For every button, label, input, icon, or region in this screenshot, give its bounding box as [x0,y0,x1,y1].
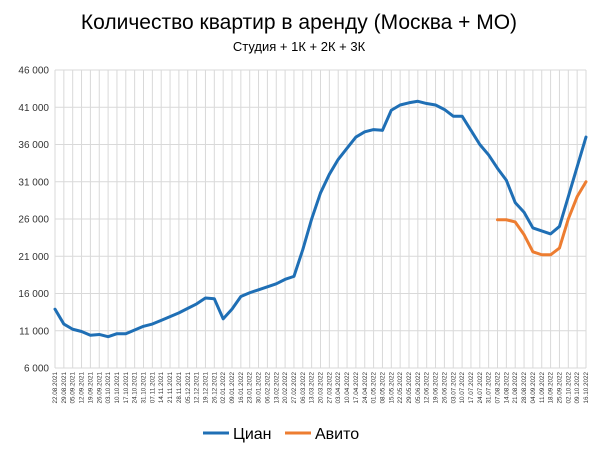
x-tick-label: 19.06.2022 [433,372,440,404]
x-axis: 22.08.2021 29.08.2021 05.09.2021 12.09.2021… [52,372,590,404]
x-tick-label: 09.10.2022 [574,372,581,404]
x-tick-label: 14.11.2021 [158,372,165,404]
x-tick-label: 04.09.2022 [530,372,537,404]
x-tick-label: 07.11.2021 [149,372,156,404]
x-tick-label: 22.05.2022 [397,372,404,404]
x-tick-label: 06.02.2022 [264,372,271,404]
y-tick-label: 21 000 [18,252,49,263]
y-tick-label: 6 000 [24,364,49,375]
x-tick-label: 21.08.2022 [512,372,519,404]
legend-label-cian: Циан [233,426,272,443]
x-tick-label: 05.09.2021 [70,372,77,404]
x-tick-label: 03.04.2022 [335,372,342,404]
x-tick-label: 09.01.2022 [229,372,236,404]
x-tick-label: 27.02.2022 [291,372,298,404]
x-tick-label: 03.07.2022 [450,372,457,404]
y-tick-label: 46 000 [18,66,49,77]
x-tick-label: 12.09.2021 [79,372,86,404]
x-tick-label: 29.08.2021 [61,372,68,404]
x-tick-label: 05.06.2022 [415,372,422,404]
x-tick-label: 02.10.2022 [565,372,572,404]
series-line-cian [53,99,588,339]
x-tick-label: 06.03.2022 [300,372,307,404]
x-tick-label: 12.06.2022 [424,372,431,404]
x-tick-label: 22.08.2021 [52,372,59,404]
x-tick-label: 19.09.2021 [87,372,94,404]
x-tick-label: 24.10.2021 [132,372,139,404]
y-tick-label: 26 000 [18,215,49,226]
x-tick-label: 14.08.2022 [503,372,510,404]
x-tick-label: 13.02.2022 [273,372,280,404]
y-tick-label: 41 000 [18,103,49,114]
chart-title: Количество квартир в аренду (Москва + МО… [81,11,517,34]
x-tick-label: 10.10.2021 [114,372,121,404]
x-tick-label: 15.05.2022 [388,372,395,404]
series-line-avito [496,180,588,257]
x-tick-label: 12.12.2021 [194,372,201,404]
x-tick-label: 21.11.2021 [167,372,174,404]
x-tick-label: 20.03.2022 [318,372,325,404]
x-tick-label: 20.02.2022 [282,372,289,404]
x-tick-label: 31.07.2022 [486,372,493,404]
x-tick-label: 27.03.2022 [326,372,333,404]
x-tick-label: 24.07.2022 [477,372,484,404]
x-tick-label: 31.10.2021 [141,372,148,404]
x-tick-label: 16.10.2022 [583,372,590,404]
x-tick-label: 26.12.2021 [211,372,218,404]
x-tick-label: 17.04.2022 [353,372,360,404]
legend: Циан Авито [203,426,359,443]
legend-label-avito: Авито [315,426,359,443]
x-tick-label: 19.12.2021 [202,372,209,404]
y-tick-label: 36 000 [18,140,49,151]
y-tick-label: 11 000 [19,326,49,337]
y-axis: 6 000 11 000 16 000 21 000 26 000 31 000 36 00… [18,66,49,375]
x-tick-label: 16.01.2022 [238,372,245,404]
x-tick-label: 03.10.2021 [105,372,112,404]
x-tick-label: 28.11.2021 [176,372,183,404]
x-tick-label: 13.03.2022 [309,372,316,404]
y-tick-label: 31 000 [18,177,49,188]
x-tick-label: 24.04.2022 [362,372,369,404]
x-tick-label: 02.01.2022 [220,372,227,404]
x-tick-label: 18.09.2022 [548,372,555,404]
x-tick-label: 17.07.2022 [468,372,475,404]
x-tick-label: 23.01.2022 [247,372,254,404]
x-tick-label: 29.05.2022 [406,372,413,404]
x-tick-label: 25.09.2022 [556,372,563,404]
series-lines [53,99,588,339]
x-tick-label: 17.10.2021 [123,372,130,404]
y-tick-label: 16 000 [18,289,49,300]
x-tick-label: 08.05.2022 [379,372,386,404]
x-tick-label: 26.06.2022 [441,372,448,404]
x-tick-label: 26.09.2021 [96,372,103,404]
x-tick-label: 30.01.2022 [256,372,263,404]
x-tick-label: 10.07.2022 [459,372,466,404]
x-tick-label: 11.09.2022 [539,372,546,404]
grid [54,69,587,369]
x-tick-label: 10.04.2022 [344,372,351,404]
x-tick-label: 07.08.2022 [495,372,502,404]
x-tick-label: 05.12.2021 [185,372,192,404]
x-tick-label: 28.08.2022 [521,372,528,404]
chart-subtitle: Студия + 1К + 2К + 3К [233,39,366,54]
x-tick-label: 01.05.2022 [371,372,378,404]
